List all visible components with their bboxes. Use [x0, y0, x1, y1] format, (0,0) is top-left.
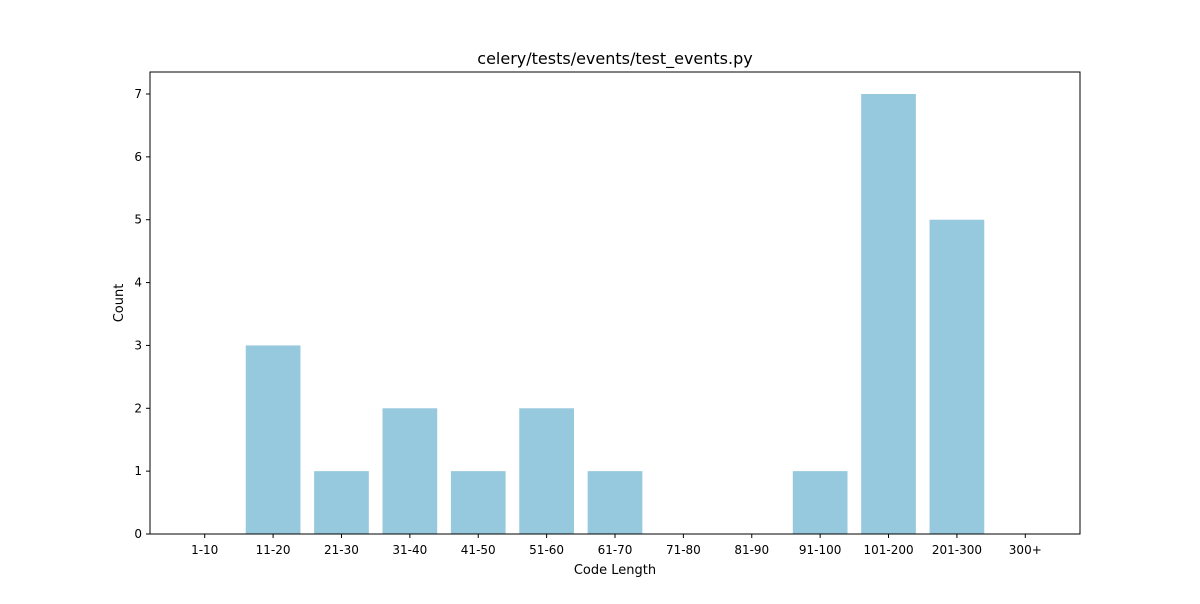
- y-tick-label: 7: [134, 87, 142, 101]
- x-tick-label: 61-70: [598, 543, 633, 557]
- bar-61-70: [587, 471, 643, 534]
- x-tick-label: 81-90: [734, 543, 769, 557]
- y-tick-label: 4: [134, 276, 142, 290]
- chart-title: celery/tests/events/test_events.py: [477, 49, 752, 69]
- x-tick-label: 91-100: [799, 543, 842, 557]
- bars-group: [245, 94, 985, 534]
- x-tick-label: 51-60: [529, 543, 564, 557]
- y-tick-label: 0: [134, 527, 142, 541]
- x-tick-label: 11-20: [256, 543, 291, 557]
- y-tick-label: 2: [134, 401, 142, 415]
- x-tick-label: 41-50: [461, 543, 496, 557]
- bar-41-50: [450, 471, 506, 534]
- y-tick-label: 1: [134, 464, 142, 478]
- x-tick-label: 201-300: [932, 543, 982, 557]
- x-tick-label: 1-10: [191, 543, 218, 557]
- x-tick-label: 101-200: [863, 543, 913, 557]
- y-tick-label: 6: [134, 150, 142, 164]
- x-axis-label: Code Length: [574, 563, 656, 578]
- bar-91-100: [792, 471, 848, 534]
- x-tick-label: 21-30: [324, 543, 359, 557]
- bar-51-60: [519, 408, 574, 534]
- x-tick-label: 31-40: [392, 543, 427, 557]
- bar-101-200: [861, 94, 916, 534]
- bar-201-300: [929, 219, 985, 534]
- y-axis: 0 1 2 3 4 5 6 7: [134, 87, 150, 541]
- bar-31-40: [382, 408, 438, 534]
- y-tick-label: 3: [134, 338, 142, 352]
- bar-21-30: [314, 471, 369, 534]
- x-axis: 1-10 11-20 21-30 31-40 41-50 51-60 61-70 71-80 8…: [191, 534, 1042, 557]
- y-axis-label: Count: [112, 284, 127, 323]
- x-tick-label: 300+: [1009, 543, 1042, 557]
- x-tick-label: 71-80: [666, 543, 701, 557]
- y-tick-label: 5: [134, 213, 142, 227]
- bar-11-20: [245, 345, 301, 534]
